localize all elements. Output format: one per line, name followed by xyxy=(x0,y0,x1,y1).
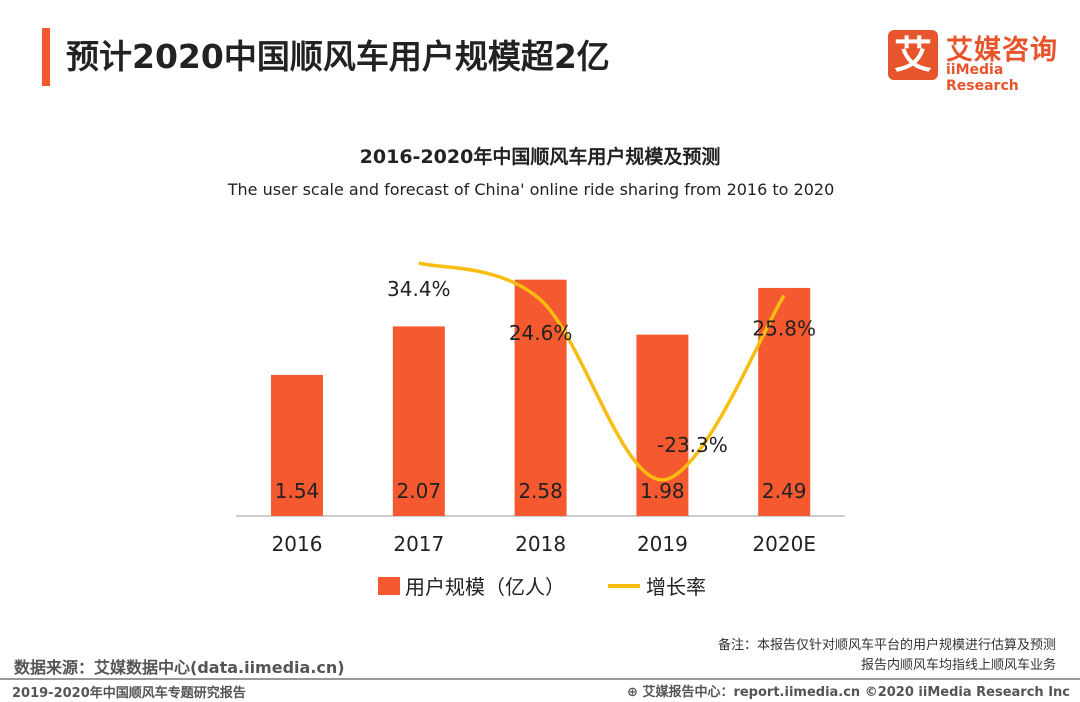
note-line: 报告内顺风车均指线上顺风车业务 xyxy=(860,658,1056,673)
bar xyxy=(392,326,445,516)
growth-line xyxy=(418,261,786,482)
chart-subtitle: The user scale and forecast of China' on… xyxy=(227,180,835,199)
bar-value-label: 1.98 xyxy=(640,479,685,503)
bar-value-label: 2.49 xyxy=(762,479,807,503)
chart-title: 2016-2020年中国顺风车用户规模及预测 xyxy=(359,146,721,168)
report-name: 2019-2020年中国顺风车专题研究报告 xyxy=(12,686,246,701)
page-title: 预计2020中国顺风车用户规模超2亿 xyxy=(66,37,610,76)
legend-line-label: 增长率 xyxy=(646,575,706,599)
logo-icon: 艾 xyxy=(888,30,938,80)
x-tick-label: 2016 xyxy=(272,532,323,556)
bar-value-label: 2.07 xyxy=(397,479,442,503)
x-tick-label: 2019 xyxy=(637,532,688,556)
growth-rate-label: 24.6% xyxy=(509,321,573,345)
bar-value-label: 2.58 xyxy=(518,479,563,503)
data-source: 数据来源：艾媒数据中心(data.iimedia.cn) xyxy=(14,658,345,677)
bar-value-label: 1.54 xyxy=(275,479,320,503)
legend-bar-swatch xyxy=(378,577,400,595)
footer-divider xyxy=(0,678,1080,680)
legend-bar-label: 用户规模（亿人） xyxy=(405,575,565,599)
growth-rate-label: 34.4% xyxy=(387,277,451,301)
x-tick-label: 2017 xyxy=(393,532,444,556)
footer-site-text: 艾媒报告中心：report.iimedia.cn ©2020 iiMedia R… xyxy=(642,685,1070,700)
growth-rate-label: 25.8% xyxy=(752,316,816,340)
footer-site: ⊕ 艾媒报告中心：report.iimedia.cn ©2020 iiMedia… xyxy=(627,681,1070,700)
note: 备注：本报告仅针对顺风车平台的用户规模进行估算及预测 报告内顺风车均指线上顺风车… xyxy=(718,636,1056,676)
x-tick-label: 2018 xyxy=(515,532,566,556)
logo-subtext: iiMedia Research xyxy=(946,62,1019,94)
logo-text: 艾媒咨询 xyxy=(946,35,1058,66)
title-accent-bar xyxy=(42,28,50,86)
x-tick-label: 2020E xyxy=(752,532,816,556)
bar xyxy=(271,374,323,516)
bar xyxy=(636,334,689,516)
note-line: 备注：本报告仅针对顺风车平台的用户规模进行估算及预测 xyxy=(717,638,1056,653)
growth-rate-label: -23.3% xyxy=(657,433,728,457)
globe-icon: ⊕ xyxy=(627,685,643,700)
